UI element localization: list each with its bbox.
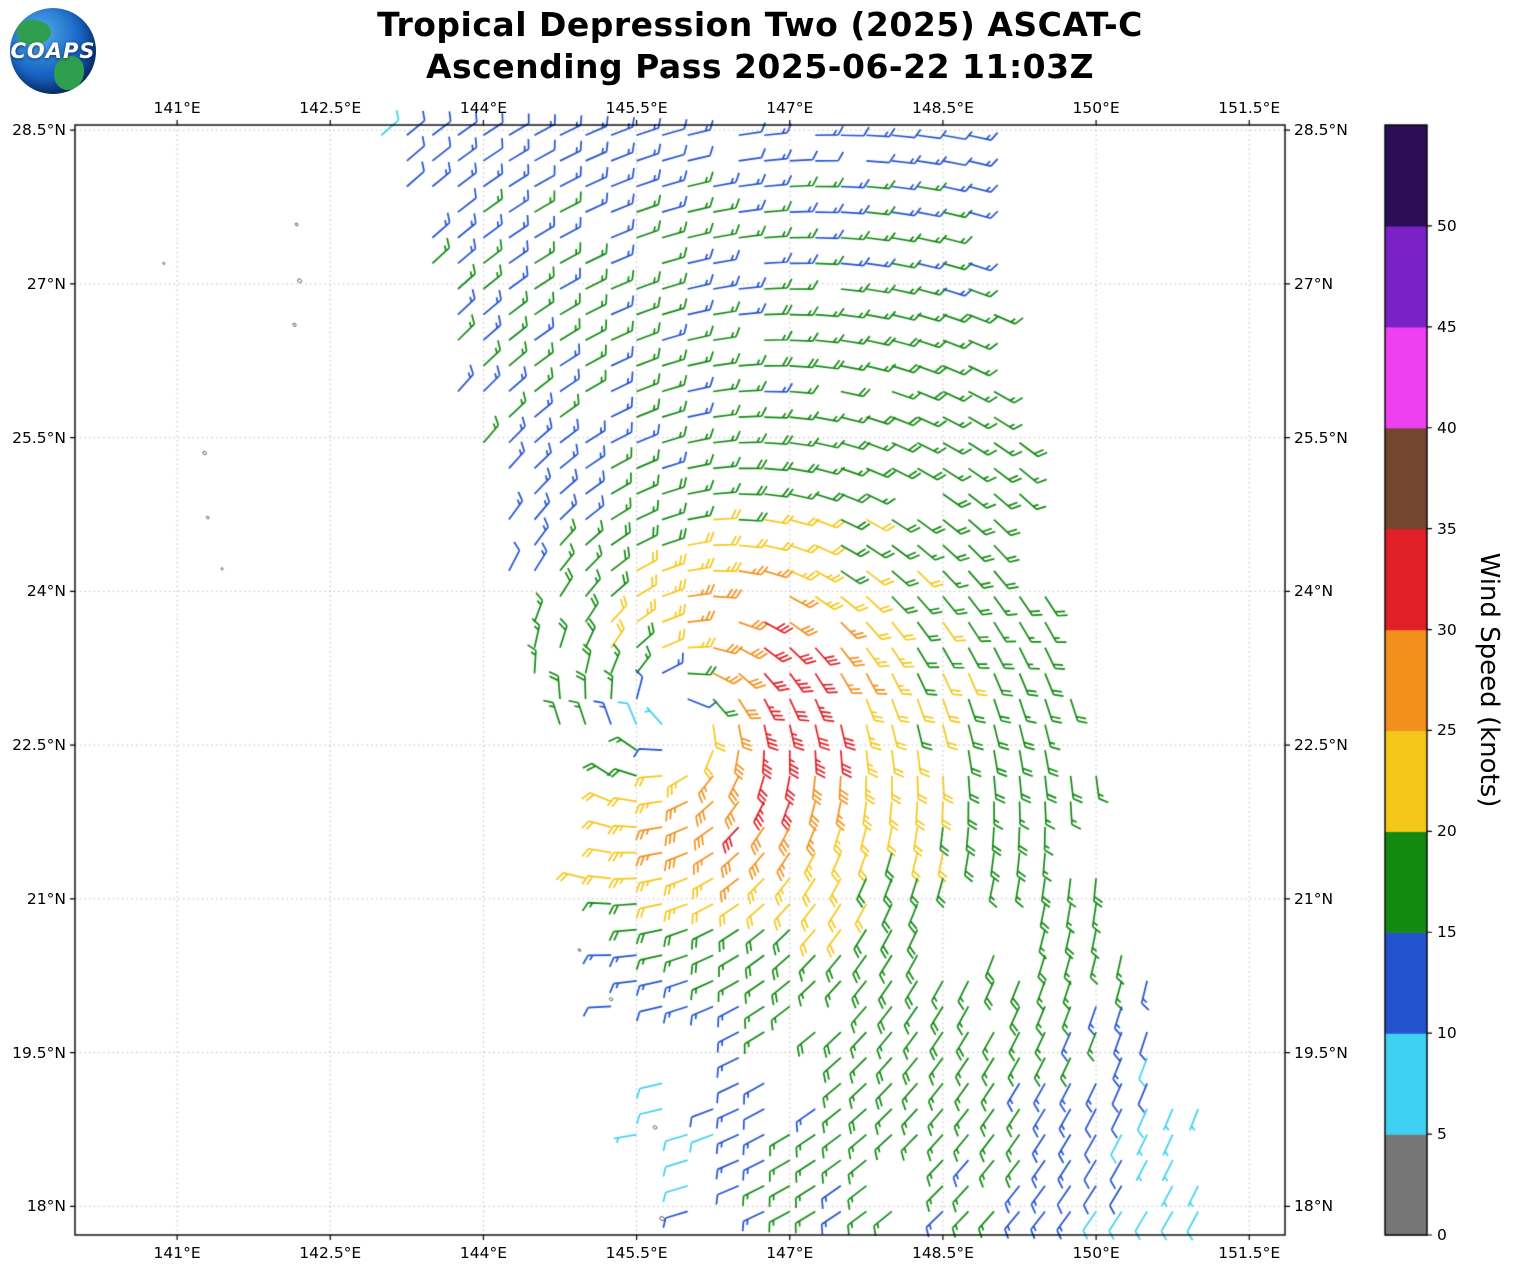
lat-tick-label-right: 24°N [1294, 582, 1334, 601]
lat-tick-label-left: 18°N [26, 1197, 66, 1216]
lon-tick-label-top: 142.5°E [299, 99, 362, 117]
colorbar-tick-label: 40 [1437, 418, 1457, 437]
colorbar-tick-label: 45 [1437, 317, 1457, 336]
colorbar-tick-label: 25 [1437, 721, 1457, 740]
colorbar-label: Wind Speed (knots) [1474, 552, 1504, 808]
lon-tick-label-bottom: 147°E [766, 1244, 814, 1262]
lat-tick-label-left: 27°N [26, 274, 66, 293]
plot-title-line2: Ascending Pass 2025-06-22 11:03Z [425, 47, 1095, 86]
lon-tick-label-top: 150°E [1072, 99, 1120, 117]
lat-tick-label-left: 24°N [26, 582, 66, 601]
lon-tick-label-bottom: 151.5°E [1218, 1244, 1281, 1262]
lon-tick-label-bottom: 148.5°E [911, 1244, 974, 1262]
colorbar-tick-label: 10 [1437, 1024, 1457, 1043]
lon-tick-label-top: 148.5°E [911, 99, 974, 117]
lon-tick-label-bottom: 145.5°E [605, 1244, 668, 1262]
colorbar-tick-label: 20 [1437, 822, 1457, 841]
lat-tick-label-right: 27°N [1294, 274, 1334, 293]
lat-tick-label-left: 19.5°N [12, 1043, 66, 1062]
coaps-logo: COAPS [10, 8, 96, 94]
plot-title: Tropical Depression Two (2025) ASCAT-C A… [0, 4, 1520, 88]
lon-tick-label-bottom: 144°E [459, 1244, 508, 1262]
lat-tick-label-right: 18°N [1294, 1197, 1334, 1216]
coaps-logo-text: COAPS [10, 39, 96, 63]
lat-tick-label-left: 28.5°N [12, 121, 66, 140]
lon-tick-label-bottom: 141°E [153, 1244, 201, 1262]
lon-tick-label-top: 144°E [459, 99, 508, 117]
lat-tick-label-left: 22.5°N [12, 736, 66, 755]
lon-tick-label-top: 151.5°E [1218, 99, 1281, 117]
lat-tick-label-right: 25.5°N [1294, 428, 1348, 447]
lat-tick-label-right: 19.5°N [1294, 1043, 1348, 1062]
lat-tick-label-right: 21°N [1294, 889, 1334, 908]
colorbar-tick-label: 0 [1437, 1226, 1447, 1244]
lat-tick-label-left: 21°N [26, 889, 66, 908]
lon-tick-label-bottom: 142.5°E [299, 1244, 362, 1262]
lat-tick-label-right: 22.5°N [1294, 736, 1348, 755]
lon-tick-label-bottom: 150°E [1072, 1244, 1120, 1262]
colorbar-tick-label: 15 [1437, 923, 1457, 942]
plot-title-line1: Tropical Depression Two (2025) ASCAT-C [377, 5, 1143, 44]
lon-tick-label-top: 145.5°E [605, 99, 668, 117]
lat-tick-label-left: 25.5°N [12, 428, 66, 447]
colorbar-tick-label: 30 [1437, 620, 1457, 639]
colorbar-tick-label: 35 [1437, 519, 1457, 538]
lat-tick-label-right: 28.5°N [1294, 121, 1348, 140]
lon-tick-label-top: 147°E [766, 99, 814, 117]
lon-tick-label-top: 141°E [153, 99, 201, 117]
colorbar-tick-label: 5 [1437, 1125, 1447, 1144]
colorbar-tick-label: 50 [1437, 216, 1457, 235]
